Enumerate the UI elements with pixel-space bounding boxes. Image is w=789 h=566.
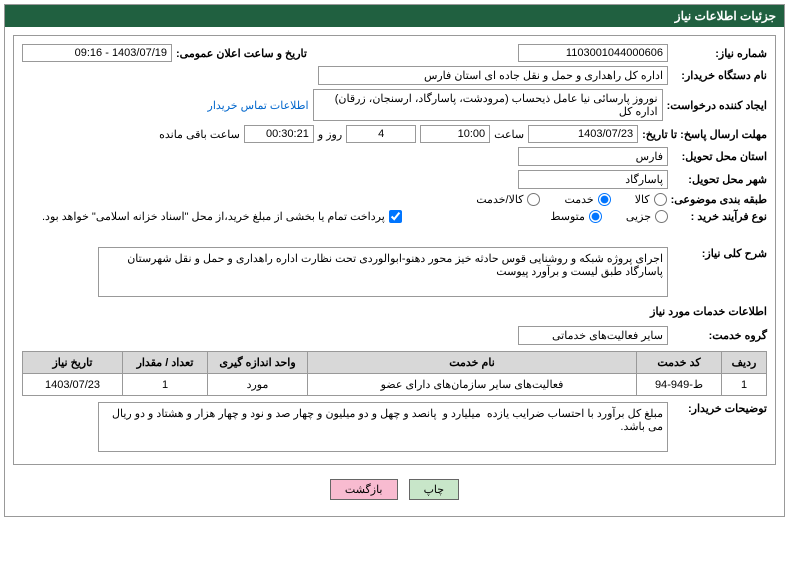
field-province: فارس bbox=[518, 147, 668, 166]
label-day-and: روز و bbox=[318, 128, 342, 141]
field-announce-dt: 1403/07/19 - 09:16 bbox=[22, 44, 172, 62]
field-requester: نوروز پارسائی نیا عامل ذیحساب (مرودشت، پ… bbox=[313, 89, 663, 121]
field-need-no: 1103001044000606 bbox=[518, 44, 668, 62]
row-buyer-notes: توضیحات خریدار: bbox=[22, 402, 767, 452]
label-need-summary: شرح کلی نیاز: bbox=[672, 247, 767, 260]
td-row: 1 bbox=[722, 374, 767, 396]
radio-goods-service-label: کالا/خدمت bbox=[476, 193, 523, 206]
label-deadline: مهلت ارسال پاسخ: تا تاریخ: bbox=[642, 128, 767, 141]
label-city: شهر محل تحویل: bbox=[672, 173, 767, 186]
panel-body: شماره نیاز: 1103001044000606 تاریخ و ساع… bbox=[5, 27, 784, 516]
label-requester: ایجاد کننده درخواست: bbox=[667, 99, 767, 112]
label-need-no: شماره نیاز: bbox=[672, 47, 767, 60]
row-requester: ایجاد کننده درخواست: نوروز پارسائی نیا ع… bbox=[22, 89, 767, 121]
radio-minor-label: جزیی bbox=[626, 210, 651, 223]
label-remaining: ساعت باقی مانده bbox=[159, 128, 240, 141]
field-need-summary bbox=[98, 247, 668, 297]
label-time: ساعت bbox=[494, 128, 524, 141]
radio-service[interactable]: خدمت bbox=[564, 193, 610, 206]
label-province: استان محل تحویل: bbox=[672, 150, 767, 163]
row-subject-cat: طبقه بندی موضوعی: کالا خدمت کالا/خدمت bbox=[22, 193, 767, 206]
th-row: ردیف bbox=[722, 352, 767, 374]
radio-medium-label: متوسط bbox=[550, 210, 585, 223]
label-buyer-notes: توضیحات خریدار: bbox=[672, 402, 767, 415]
radio-minor[interactable]: جزیی bbox=[626, 210, 668, 223]
checkbox-payment-input[interactable] bbox=[389, 210, 402, 223]
label-service-group: گروه خدمت: bbox=[672, 329, 767, 342]
checkbox-payment[interactable]: پرداخت تمام یا بخشی از مبلغ خرید،از محل … bbox=[42, 210, 402, 223]
contact-link[interactable]: اطلاعات تماس خریدار bbox=[208, 99, 309, 112]
radio-service-input[interactable] bbox=[598, 193, 611, 206]
field-city: پاسارگاد bbox=[518, 170, 668, 189]
radio-minor-input[interactable] bbox=[655, 210, 668, 223]
field-buyer-org: اداره کل راهداری و حمل و نقل جاده ای است… bbox=[318, 66, 668, 85]
td-unit: مورد bbox=[208, 374, 308, 396]
row-deadline: مهلت ارسال پاسخ: تا تاریخ: 1403/07/23 سا… bbox=[22, 125, 767, 143]
th-name: نام خدمت bbox=[308, 352, 637, 374]
back-button[interactable]: بازگشت bbox=[330, 479, 398, 500]
field-deadline-time: 10:00 bbox=[420, 125, 490, 143]
th-need-date: تاریخ نیاز bbox=[23, 352, 123, 374]
row-buyer-org: نام دستگاه خریدار: اداره کل راهداری و حم… bbox=[22, 66, 767, 85]
td-code: ط-949-94 bbox=[637, 374, 722, 396]
th-code: کد خدمت bbox=[637, 352, 722, 374]
th-unit: واحد اندازه گیری bbox=[208, 352, 308, 374]
row-city: شهر محل تحویل: پاسارگاد bbox=[22, 170, 767, 189]
details-section: شماره نیاز: 1103001044000606 تاریخ و ساع… bbox=[13, 35, 776, 465]
label-subject-cat: طبقه بندی موضوعی: bbox=[671, 193, 767, 206]
field-buyer-notes bbox=[98, 402, 668, 452]
table-row: 1 ط-949-94 فعالیت‌های سایر سازمان‌های دا… bbox=[23, 374, 767, 396]
row-need-no: شماره نیاز: 1103001044000606 تاریخ و ساع… bbox=[22, 44, 767, 62]
label-buyer-org: نام دستگاه خریدار: bbox=[672, 69, 767, 82]
radio-medium-input[interactable] bbox=[589, 210, 602, 223]
field-deadline-date: 1403/07/23 bbox=[528, 125, 638, 143]
td-need-date: 1403/07/23 bbox=[23, 374, 123, 396]
row-need-summary: شرح کلی نیاز: bbox=[22, 247, 767, 297]
radio-goods-input[interactable] bbox=[654, 193, 667, 206]
radio-goods[interactable]: کالا bbox=[635, 193, 667, 206]
checkbox-payment-label: پرداخت تمام یا بخشی از مبلغ خرید،از محل … bbox=[42, 210, 385, 223]
th-qty: تعداد / مقدار bbox=[123, 352, 208, 374]
table-header-row: ردیف کد خدمت نام خدمت واحد اندازه گیری ت… bbox=[23, 352, 767, 374]
field-service-group: سایر فعالیت‌های خدماتی bbox=[518, 326, 668, 345]
field-days-remain: 4 bbox=[346, 125, 416, 143]
label-announce-dt: تاریخ و ساعت اعلان عمومی: bbox=[176, 47, 307, 60]
radio-service-label: خدمت bbox=[564, 193, 593, 206]
services-table: ردیف کد خدمت نام خدمت واحد اندازه گیری ت… bbox=[22, 351, 767, 396]
row-service-group: گروه خدمت: سایر فعالیت‌های خدماتی bbox=[22, 326, 767, 345]
td-qty: 1 bbox=[123, 374, 208, 396]
main-panel: جزئیات اطلاعات نیاز شماره نیاز: 11030010… bbox=[4, 4, 785, 517]
row-purchase-type: نوع فرآیند خرید : جزیی متوسط پرداخت تمام… bbox=[22, 210, 767, 223]
section-services-info: اطلاعات خدمات مورد نیاز bbox=[22, 301, 767, 322]
radio-goods-service[interactable]: کالا/خدمت bbox=[476, 193, 540, 206]
print-button[interactable]: چاپ bbox=[409, 479, 460, 500]
label-purchase-type: نوع فرآیند خرید : bbox=[672, 210, 767, 223]
button-row: چاپ بازگشت bbox=[13, 471, 776, 508]
row-province: استان محل تحویل: فارس bbox=[22, 147, 767, 166]
radio-medium[interactable]: متوسط bbox=[550, 210, 602, 223]
radio-goods-service-input[interactable] bbox=[527, 193, 540, 206]
field-time-remain: 00:30:21 bbox=[244, 125, 314, 143]
td-service-name: فعالیت‌های سایر سازمان‌های دارای عضو bbox=[308, 374, 637, 396]
radio-goods-label: کالا bbox=[635, 193, 650, 206]
panel-title: جزئیات اطلاعات نیاز bbox=[5, 5, 784, 27]
